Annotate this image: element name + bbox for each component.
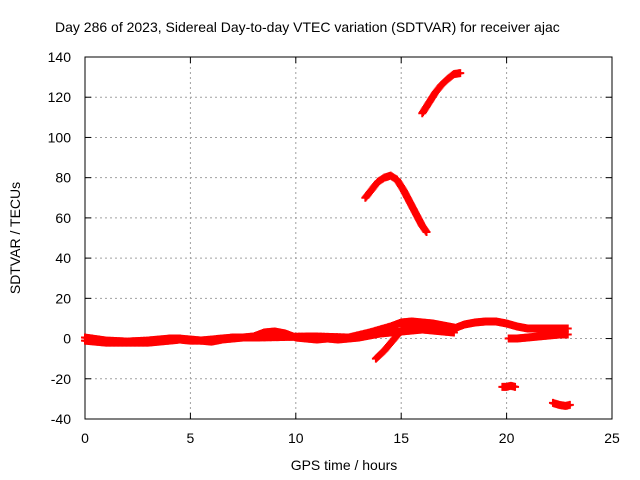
x-tick-label: 25 bbox=[604, 430, 620, 446]
data-point bbox=[563, 330, 572, 339]
y-axis-title: SDTVAR / TECUs bbox=[7, 182, 23, 294]
x-tick-label: 15 bbox=[393, 430, 409, 446]
series-late-baseline bbox=[449, 317, 572, 333]
y-tick-label: 100 bbox=[48, 129, 72, 145]
x-tick-label: 20 bbox=[499, 430, 515, 446]
plot-frame bbox=[84, 56, 613, 420]
y-tick-label: 40 bbox=[55, 250, 71, 266]
y-tick-label: 20 bbox=[55, 290, 71, 306]
data-point bbox=[456, 69, 465, 78]
grid bbox=[85, 57, 612, 419]
y-tick-label: 80 bbox=[55, 170, 71, 186]
data-point bbox=[422, 321, 431, 330]
data-point bbox=[565, 400, 574, 409]
x-tick-label: 10 bbox=[288, 430, 304, 446]
data-point bbox=[422, 227, 431, 236]
series-arc-130 bbox=[418, 69, 465, 118]
series-late-low bbox=[504, 330, 572, 343]
y-tick-label: 0 bbox=[63, 331, 71, 347]
axis-ticks bbox=[84, 56, 613, 420]
series-dip-minus24 bbox=[498, 381, 520, 391]
y-tick-label: -20 bbox=[51, 371, 71, 387]
x-tick-label: 0 bbox=[81, 430, 89, 446]
tick-labels: 0 5 10 15 20 25 -40 -20 0 20 40 60 80 100 120 140 bbox=[48, 49, 620, 446]
series-rise-from-negative bbox=[371, 320, 431, 363]
y-tick-label: 60 bbox=[55, 210, 71, 226]
series-arc-80 bbox=[361, 171, 431, 236]
x-axis-title: GPS time / hours bbox=[291, 457, 398, 473]
y-tick-label: -40 bbox=[51, 411, 71, 427]
y-tick-label: 120 bbox=[48, 89, 72, 105]
data-point bbox=[511, 382, 520, 391]
x-tick-label: 5 bbox=[187, 430, 195, 446]
series-dip-minus33 bbox=[548, 398, 574, 410]
data-points bbox=[81, 69, 574, 410]
y-tick-label: 140 bbox=[48, 49, 72, 65]
chart-title: Day 286 of 2023, Sidereal Day-to-day VTE… bbox=[55, 19, 560, 35]
